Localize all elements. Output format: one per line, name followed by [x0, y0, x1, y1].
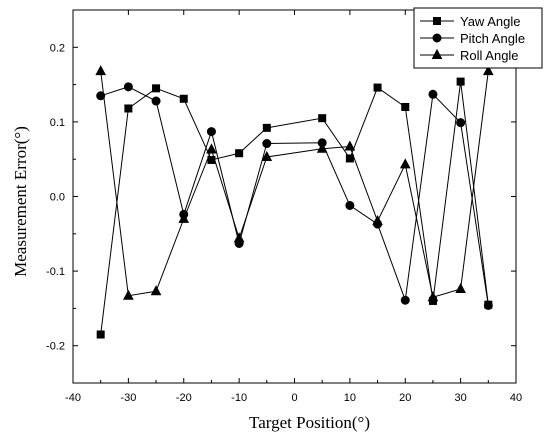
data-point — [233, 232, 245, 243]
data-point — [483, 300, 493, 310]
data-point — [455, 282, 466, 294]
x-tick-label: 30 — [455, 392, 467, 404]
legend-item: Roll Angle — [420, 48, 519, 63]
legend-item: Pitch Angle — [420, 31, 525, 46]
x-tick-label: 0 — [291, 392, 297, 404]
data-point — [152, 84, 161, 93]
x-tick-label: -40 — [65, 392, 81, 404]
data-point — [482, 65, 494, 76]
y-tick-label: -0.1 — [46, 266, 65, 278]
legend-marker — [431, 48, 443, 59]
legend-marker — [433, 17, 441, 25]
data-point — [206, 143, 217, 154]
data-point — [261, 150, 273, 161]
data-point — [96, 91, 106, 101]
data-point — [151, 96, 161, 106]
data-point — [316, 142, 328, 153]
y-tick-label: 0.1 — [50, 117, 65, 129]
data-point — [150, 285, 162, 296]
legend-label: Pitch Angle — [460, 31, 525, 46]
legend-label: Yaw Angle — [460, 14, 520, 29]
data-point — [179, 94, 188, 103]
y-axis: -0.2 -0.1 0.0 0.1 0.2 — [46, 9, 516, 384]
data-point — [456, 77, 465, 86]
data-point — [95, 65, 107, 76]
x-axis-title: Target Position(°) — [249, 413, 370, 432]
series-roll-angle — [95, 65, 494, 302]
x-tick-label: -10 — [231, 392, 247, 404]
data-point — [456, 118, 466, 128]
x-tick-label: 40 — [510, 392, 522, 404]
data-point — [401, 102, 410, 111]
data-point — [96, 330, 105, 339]
y-tick-label: 0.2 — [50, 42, 65, 54]
x-axis: -40 -30 -20 -10 0 10 20 30 40 — [65, 10, 522, 404]
data-point — [123, 82, 133, 92]
y-tick-label: 0.0 — [50, 192, 65, 204]
data-point — [345, 200, 355, 210]
legend-label: Roll Angle — [460, 48, 519, 63]
data-point — [399, 158, 411, 169]
series-layer — [95, 65, 494, 339]
legend-marker — [432, 33, 442, 43]
data-point — [372, 215, 383, 226]
data-point — [428, 89, 438, 99]
data-point — [262, 139, 272, 149]
data-point — [345, 154, 354, 163]
data-point — [262, 123, 271, 132]
x-tick-label: -20 — [176, 392, 192, 404]
data-point — [400, 295, 410, 305]
data-point — [206, 127, 216, 137]
legend: Yaw Angle Pitch Angle Roll Angle — [413, 7, 543, 69]
data-point — [124, 104, 133, 113]
data-point — [318, 114, 327, 123]
data-point — [344, 140, 356, 151]
series-pitch-angle — [96, 82, 493, 310]
series-line — [100, 81, 489, 335]
y-axis-title: Measurement Error(°) — [11, 126, 30, 277]
x-tick-label: 20 — [399, 392, 411, 404]
series-line — [100, 86, 489, 306]
y-tick-label: -0.2 — [46, 341, 65, 353]
series-line — [100, 71, 489, 298]
data-point — [373, 83, 382, 92]
x-tick-label: 10 — [344, 392, 356, 404]
data-point — [178, 212, 190, 223]
data-point — [123, 289, 134, 300]
data-point — [235, 149, 244, 158]
legend-item: Yaw Angle — [420, 14, 520, 29]
data-point — [427, 291, 439, 302]
x-tick-label: -30 — [120, 392, 136, 404]
